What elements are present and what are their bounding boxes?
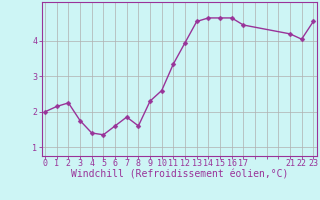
X-axis label: Windchill (Refroidissement éolien,°C): Windchill (Refroidissement éolien,°C)	[70, 170, 288, 180]
